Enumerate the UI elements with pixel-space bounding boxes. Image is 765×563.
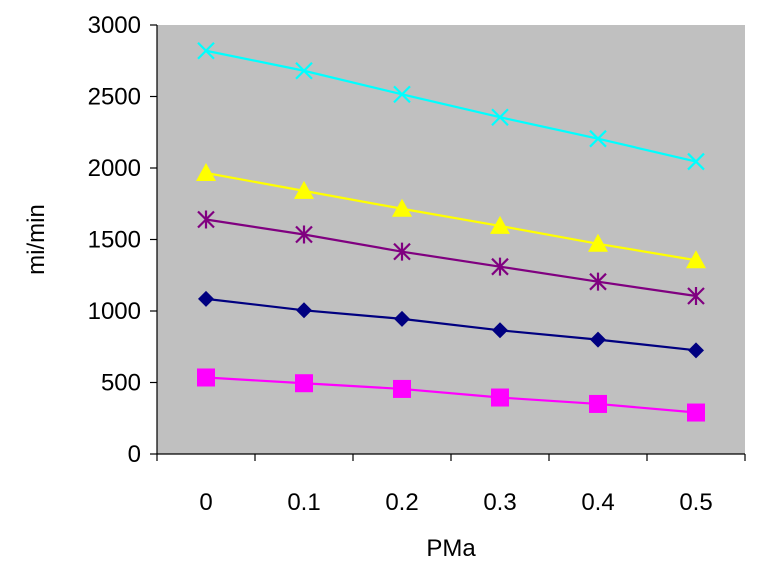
series-3 [196, 163, 706, 269]
data-point [294, 180, 314, 199]
series-line [205, 297, 697, 352]
data-point [196, 163, 216, 182]
y-axis-title: mi/min [23, 204, 50, 275]
x-tick-label: 0.1 [287, 489, 320, 516]
y-tick-label: 3000 [88, 12, 141, 39]
y-tick-label: 500 [101, 370, 141, 397]
data-point [491, 257, 509, 276]
data-point [491, 388, 509, 407]
data-point [296, 302, 312, 319]
plot-area [157, 25, 745, 454]
x-tick-label: 0.5 [679, 489, 712, 516]
data-point [490, 215, 510, 234]
data-point [687, 152, 705, 171]
data-point [492, 322, 508, 339]
x-tick-label: 0.4 [581, 489, 614, 516]
x-tick-label: 0 [199, 489, 212, 516]
y-tick-label: 2000 [88, 155, 141, 182]
x-tick-label: 0.2 [385, 489, 418, 516]
data-point [687, 403, 705, 422]
data-point [491, 108, 509, 127]
series-line [205, 218, 697, 298]
data-point [198, 290, 214, 307]
series-1 [198, 290, 704, 359]
y-tick-label: 0 [128, 441, 141, 468]
x-axis-title: PMa [426, 535, 476, 562]
data-point [295, 61, 313, 80]
axis-layer: 0 500 1000 1500 2000 2500 3000 0 0.1 0.2 0.3 0.4 0.5 [88, 12, 746, 516]
data-point [589, 272, 607, 291]
data-point [688, 342, 704, 359]
data-point [295, 225, 313, 244]
y-tick-label: 1000 [88, 298, 141, 325]
series-layer [196, 41, 706, 422]
data-point [197, 41, 215, 60]
data-point [393, 242, 411, 261]
y-tick-label: 2500 [88, 84, 141, 111]
data-point [589, 394, 607, 413]
y-tick-label: 1500 [88, 227, 141, 254]
series-4 [197, 41, 705, 171]
data-point [197, 210, 215, 229]
data-point [394, 310, 410, 327]
series-line [205, 49, 697, 163]
data-point [295, 374, 313, 393]
data-point [589, 129, 607, 148]
data-point [197, 368, 215, 387]
data-point [393, 85, 411, 104]
series-line [205, 171, 697, 262]
data-point [687, 286, 705, 305]
data-point [392, 198, 412, 217]
data-point [588, 233, 608, 252]
series-5 [197, 210, 705, 305]
data-point [590, 331, 606, 348]
data-point [393, 379, 411, 398]
x-tick-label: 0.3 [483, 489, 516, 516]
data-point [686, 250, 706, 269]
series-2 [197, 368, 705, 422]
series-line [205, 376, 697, 414]
